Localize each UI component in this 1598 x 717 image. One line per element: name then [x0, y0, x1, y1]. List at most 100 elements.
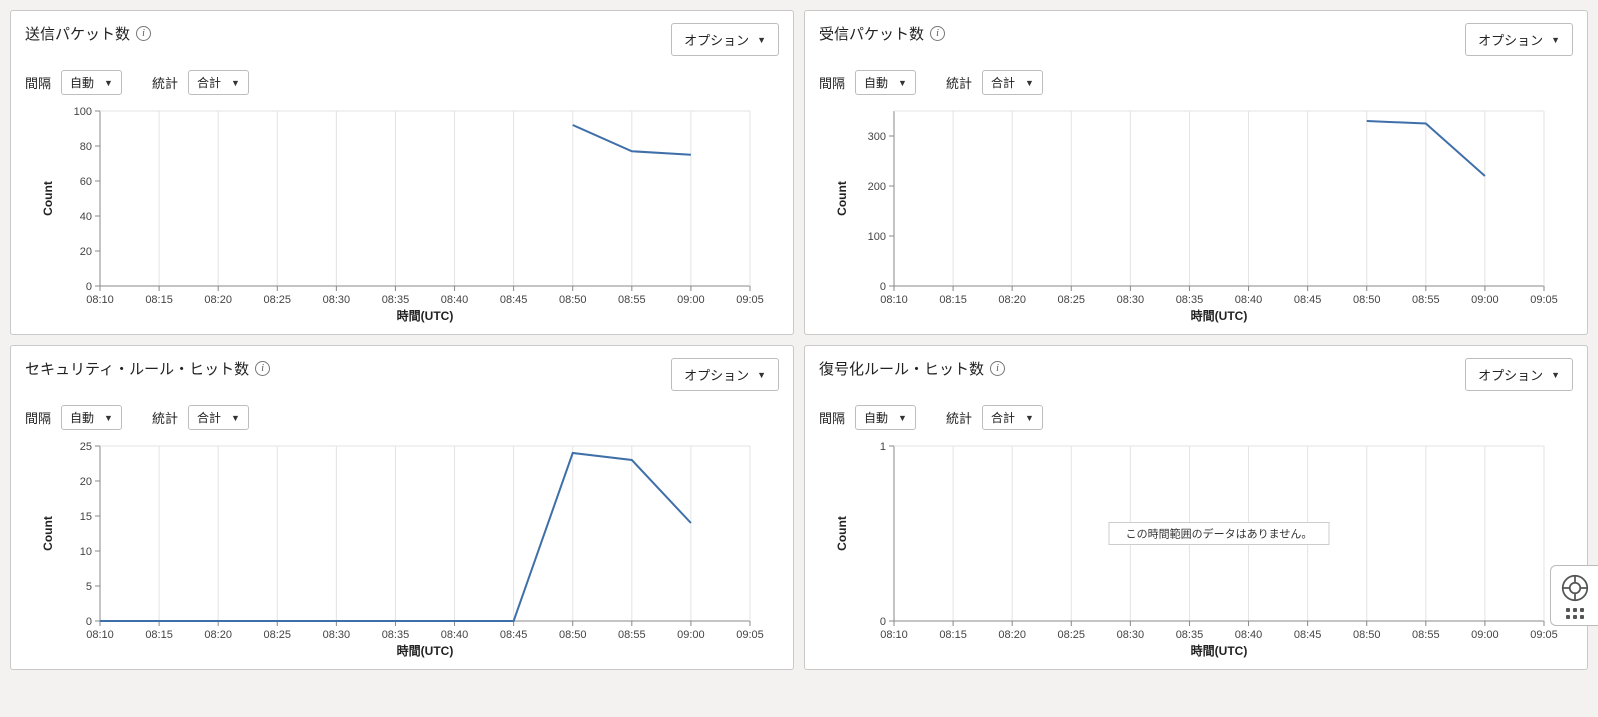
panel-title-text: 復号化ルール・ヒット数 [819, 358, 984, 379]
svg-text:08:45: 08:45 [1294, 294, 1322, 306]
panel-header: 送信パケット数iオプション▼ [25, 23, 779, 56]
svg-text:08:45: 08:45 [1294, 629, 1322, 641]
svg-text:09:05: 09:05 [1530, 629, 1558, 641]
info-icon[interactable]: i [930, 26, 945, 41]
svg-text:08:40: 08:40 [1235, 629, 1263, 641]
svg-text:0: 0 [880, 616, 886, 628]
stat-select[interactable]: 合計▼ [982, 70, 1043, 95]
svg-text:Count: Count [41, 516, 55, 551]
chart: 010020030008:1008:1508:2008:2508:3008:35… [819, 101, 1559, 326]
svg-text:この時間範囲のデータはありません。: この時間範囲のデータはありません。 [1126, 527, 1313, 541]
interval-select[interactable]: 自動▼ [61, 405, 122, 430]
svg-text:08:45: 08:45 [500, 629, 528, 641]
svg-text:08:30: 08:30 [1117, 294, 1145, 306]
panel-security-hits: セキュリティ・ルール・ヒット数iオプション▼間隔自動▼統計合計▼05101520… [10, 345, 794, 670]
svg-text:08:40: 08:40 [441, 294, 469, 306]
interval-select[interactable]: 自動▼ [855, 405, 916, 430]
help-widget[interactable] [1550, 565, 1598, 626]
options-button[interactable]: オプション▼ [671, 358, 779, 391]
svg-text:80: 80 [80, 141, 92, 153]
svg-text:08:15: 08:15 [939, 629, 967, 641]
svg-text:08:40: 08:40 [1235, 294, 1263, 306]
svg-text:08:25: 08:25 [264, 629, 292, 641]
help-icon [1561, 574, 1589, 602]
svg-text:100: 100 [74, 106, 92, 118]
caret-down-icon: ▼ [1551, 370, 1560, 380]
svg-text:60: 60 [80, 176, 92, 188]
chart: 02040608010008:1008:1508:2008:2508:3008:… [25, 101, 765, 326]
svg-text:09:00: 09:00 [1471, 294, 1499, 306]
panel-controls: 間隔自動▼統計合計▼ [25, 405, 779, 430]
svg-text:08:45: 08:45 [500, 294, 528, 306]
dashboard-grid: 送信パケット数iオプション▼間隔自動▼統計合計▼02040608010008:1… [10, 10, 1588, 670]
svg-text:08:50: 08:50 [559, 629, 587, 641]
caret-down-icon: ▼ [231, 413, 240, 423]
svg-text:09:05: 09:05 [1530, 294, 1558, 306]
panel-header: 復号化ルール・ヒット数 i オプション ▼ [819, 358, 1573, 391]
svg-text:08:35: 08:35 [1176, 294, 1204, 306]
stat-value: 合計 [991, 409, 1015, 426]
svg-text:0: 0 [86, 281, 92, 293]
svg-text:08:25: 08:25 [1058, 294, 1086, 306]
svg-text:08:35: 08:35 [382, 629, 410, 641]
panel-controls: 間隔自動▼統計合計▼ [25, 70, 779, 95]
svg-text:15: 15 [80, 511, 92, 523]
options-label: オプション [1478, 30, 1543, 49]
info-icon[interactable]: i [990, 361, 1005, 376]
info-icon[interactable]: i [255, 361, 270, 376]
stat-group: 統計合計 ▼ [946, 405, 1043, 430]
interval-group: 間隔自動▼ [25, 70, 122, 95]
panel-controls: 間隔自動▼ 統計合計 ▼ [819, 405, 1573, 430]
panel-header: セキュリティ・ルール・ヒット数i オプション▼ [25, 358, 779, 391]
stat-value: 合計 [197, 74, 221, 91]
svg-text:300: 300 [868, 131, 886, 143]
svg-text:08:35: 08:35 [382, 294, 410, 306]
caret-down-icon: ▼ [231, 78, 240, 88]
interval-label: 間隔 [819, 73, 847, 92]
interval-group: 間隔自動▼ [819, 405, 916, 430]
stat-group: 統計合計▼ [152, 70, 249, 95]
caret-down-icon: ▼ [104, 413, 113, 423]
interval-select[interactable]: 自動▼ [855, 70, 916, 95]
interval-group: 間隔自動▼ [25, 405, 122, 430]
options-button[interactable]: オプション▼ [671, 23, 779, 56]
svg-text:Count: Count [41, 181, 55, 216]
stat-value: 合計 [197, 409, 221, 426]
options-button[interactable]: オプション▼ [1465, 23, 1573, 56]
svg-text:09:05: 09:05 [736, 629, 764, 641]
options-label: オプション [684, 30, 749, 49]
svg-text:1: 1 [880, 441, 886, 453]
svg-text:08:30: 08:30 [323, 294, 351, 306]
interval-value: 自動 [864, 74, 888, 91]
svg-text:08:20: 08:20 [998, 629, 1026, 641]
info-icon[interactable]: i [136, 26, 151, 41]
interval-select[interactable]: 自動▼ [61, 70, 122, 95]
options-button[interactable]: オプション ▼ [1465, 358, 1573, 391]
stat-label: 統計 [946, 408, 974, 427]
stat-select[interactable]: 合計 ▼ [982, 405, 1043, 430]
svg-text:200: 200 [868, 181, 886, 193]
svg-text:5: 5 [86, 581, 92, 593]
chart: 0108:1008:1508:2008:2508:3008:3508:4008:… [819, 436, 1559, 661]
svg-text:08:15: 08:15 [939, 294, 967, 306]
svg-text:08:10: 08:10 [86, 294, 114, 306]
stat-select[interactable]: 合計 ▼ [188, 70, 249, 95]
interval-label: 間隔 [25, 73, 53, 92]
svg-text:08:10: 08:10 [880, 629, 908, 641]
caret-down-icon: ▼ [1025, 413, 1034, 423]
chart: 051015202508:1008:1508:2008:2508:3008:35… [25, 436, 765, 661]
svg-text:08:15: 08:15 [145, 294, 173, 306]
interval-label: 間隔 [819, 408, 847, 427]
panel-title: 復号化ルール・ヒット数 i [819, 358, 1005, 379]
svg-text:20: 20 [80, 246, 92, 258]
panel-title-text: 受信パケット数 [819, 23, 924, 44]
svg-text:08:20: 08:20 [204, 629, 232, 641]
stat-select[interactable]: 合計 ▼ [188, 405, 249, 430]
svg-text:時間(UTC): 時間(UTC) [1191, 643, 1248, 658]
panel-title: セキュリティ・ルール・ヒット数i [25, 358, 270, 379]
options-label: オプション [1478, 365, 1543, 384]
interval-label: 間隔 [25, 408, 53, 427]
svg-text:08:55: 08:55 [1412, 294, 1440, 306]
svg-text:08:30: 08:30 [1117, 629, 1145, 641]
svg-text:08:50: 08:50 [559, 294, 587, 306]
